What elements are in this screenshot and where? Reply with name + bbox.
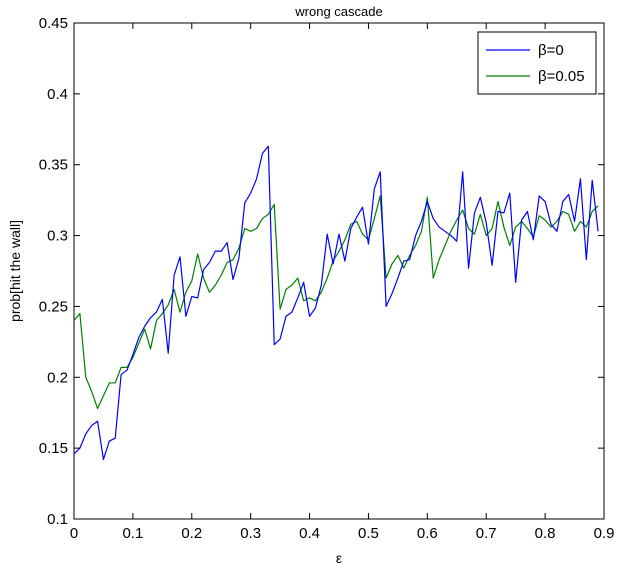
x-tick-label: 0.7 — [476, 525, 497, 542]
x-tick-label: 0.5 — [358, 525, 379, 542]
y-tick-label: 0.15 — [39, 440, 68, 457]
x-tick-label: 0.4 — [299, 525, 320, 542]
legend-entry: β=0 — [538, 42, 564, 59]
legend-entry: β=0.05 — [538, 68, 585, 85]
chart-title: wrong cascade — [294, 4, 382, 19]
legend: β=0 β=0.05 — [478, 32, 596, 94]
series-lines — [74, 146, 598, 459]
y-tick-label: 0.4 — [47, 86, 68, 103]
series-line-beta-0 — [74, 146, 598, 459]
x-tick-label: 0 — [70, 525, 78, 542]
plot-area-frame — [74, 23, 604, 519]
y-axis-label: prob[hit the wall] — [7, 220, 23, 322]
y-tick-label: 0.2 — [47, 369, 68, 386]
x-tick-label: 0.1 — [122, 525, 143, 542]
y-tick-label: 0.1 — [47, 511, 68, 528]
x-axis-label: ε — [336, 550, 342, 566]
y-tick-label: 0.25 — [39, 298, 68, 315]
x-tick-label: 0.6 — [417, 525, 438, 542]
y-tick-label: 0.35 — [39, 157, 68, 174]
x-tick-label: 0.3 — [240, 525, 261, 542]
x-tick-label: 0.8 — [535, 525, 556, 542]
x-tick-label: 0.9 — [594, 525, 615, 542]
series-line-beta-0-05 — [74, 196, 598, 409]
y-tick-label: 0.3 — [47, 228, 68, 245]
x-tick-label: 0.2 — [181, 525, 202, 542]
y-tick-label: 0.45 — [39, 15, 68, 32]
